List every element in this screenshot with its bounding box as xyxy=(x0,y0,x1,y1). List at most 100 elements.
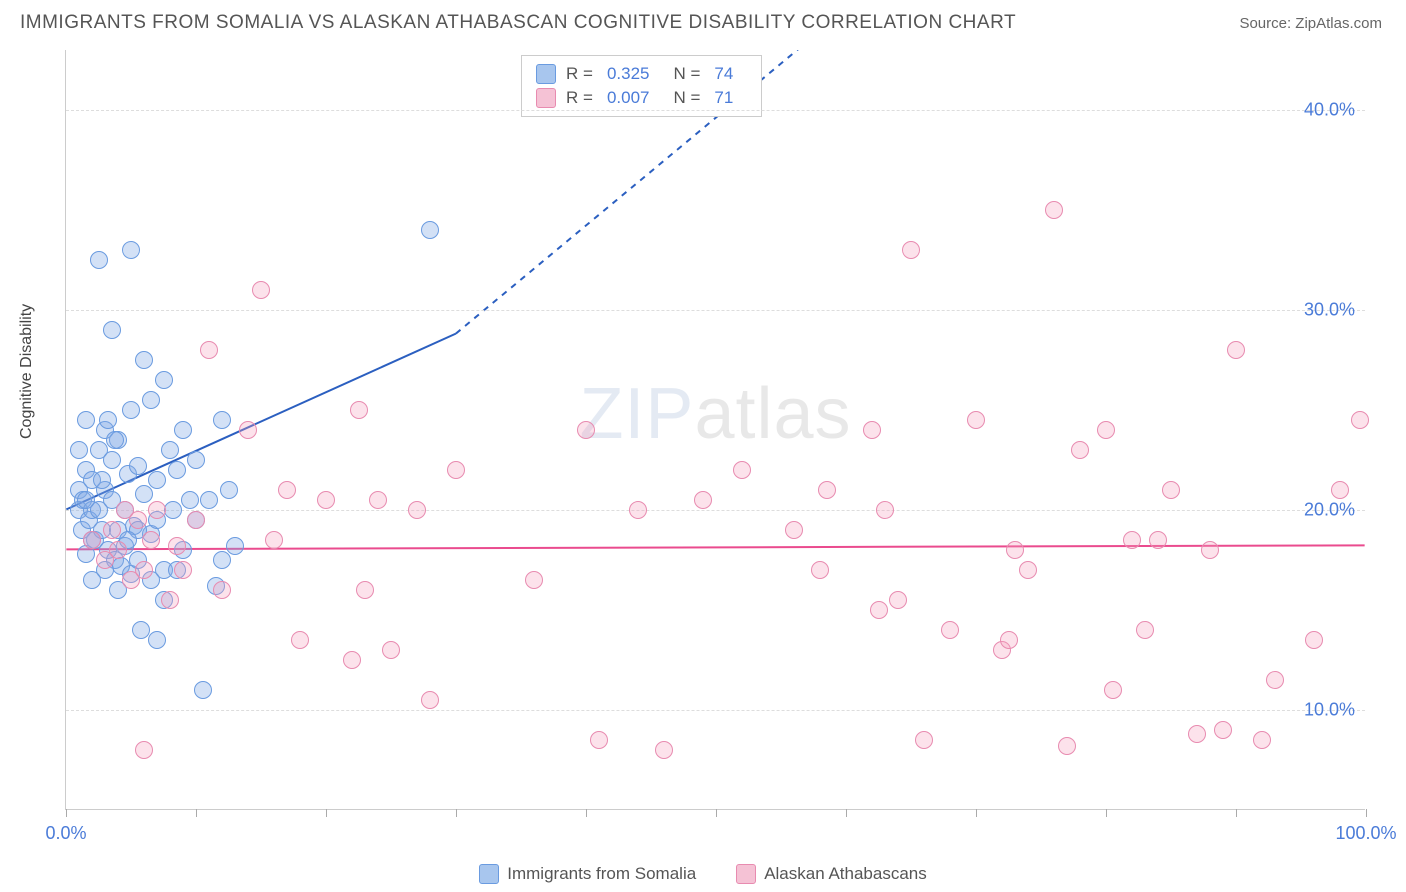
data-point-series-2 xyxy=(1123,531,1141,549)
data-point-series-2 xyxy=(83,531,101,549)
data-point-series-1 xyxy=(106,431,124,449)
data-point-series-2 xyxy=(915,731,933,749)
data-point-series-2 xyxy=(1149,531,1167,549)
data-point-series-1 xyxy=(83,571,101,589)
data-point-series-2 xyxy=(577,421,595,439)
plot-area: ZIPatlas R = 0.325 N = 74 R = 0.007 N = … xyxy=(65,50,1365,810)
bottom-legend: Immigrants from Somalia Alaskan Athabasc… xyxy=(0,864,1406,884)
data-point-series-1 xyxy=(93,471,111,489)
n-label: N = xyxy=(673,88,700,108)
data-point-series-2 xyxy=(941,621,959,639)
data-point-series-2 xyxy=(1253,731,1271,749)
swatch-series-1 xyxy=(536,64,556,84)
data-point-series-2 xyxy=(590,731,608,749)
data-point-series-2 xyxy=(1058,737,1076,755)
series-2-name: Alaskan Athabascans xyxy=(764,864,927,884)
trend-lines xyxy=(66,50,1365,809)
data-point-series-1 xyxy=(77,491,95,509)
data-point-series-1 xyxy=(168,461,186,479)
data-point-series-2 xyxy=(525,571,543,589)
data-point-series-1 xyxy=(99,411,117,429)
data-point-series-2 xyxy=(278,481,296,499)
data-point-series-2 xyxy=(1201,541,1219,559)
data-point-series-2 xyxy=(1019,561,1037,579)
data-point-series-2 xyxy=(135,741,153,759)
data-point-series-2 xyxy=(785,521,803,539)
swatch-series-2 xyxy=(536,88,556,108)
data-point-series-2 xyxy=(655,741,673,759)
data-point-series-1 xyxy=(174,421,192,439)
data-point-series-2 xyxy=(876,501,894,519)
data-point-series-2 xyxy=(863,421,881,439)
data-point-series-2 xyxy=(1188,725,1206,743)
data-point-series-1 xyxy=(213,411,231,429)
y-tick-label: 30.0% xyxy=(1304,300,1355,321)
data-point-series-2 xyxy=(369,491,387,509)
chart-container: Cognitive Disability ZIPatlas R = 0.325 … xyxy=(45,50,1385,830)
data-point-series-2 xyxy=(239,421,257,439)
data-point-series-2 xyxy=(408,501,426,519)
data-point-series-2 xyxy=(1006,541,1024,559)
r-label: R = xyxy=(566,88,593,108)
data-point-series-2 xyxy=(1331,481,1349,499)
x-tick-label: 0.0% xyxy=(45,823,86,844)
x-tick xyxy=(716,809,717,817)
data-point-series-1 xyxy=(142,391,160,409)
data-point-series-1 xyxy=(421,221,439,239)
data-point-series-1 xyxy=(161,441,179,459)
x-tick xyxy=(196,809,197,817)
x-tick xyxy=(1106,809,1107,817)
data-point-series-2 xyxy=(1000,631,1018,649)
stats-row-2: R = 0.007 N = 71 xyxy=(536,86,747,110)
x-tick xyxy=(1236,809,1237,817)
data-point-series-1 xyxy=(129,457,147,475)
data-point-series-1 xyxy=(135,485,153,503)
watermark-zip: ZIP xyxy=(579,374,694,454)
data-point-series-2 xyxy=(382,641,400,659)
data-point-series-1 xyxy=(200,491,218,509)
data-point-series-2 xyxy=(421,691,439,709)
data-point-series-1 xyxy=(122,401,140,419)
n-value-1: 74 xyxy=(714,64,733,84)
stats-legend: R = 0.325 N = 74 R = 0.007 N = 71 xyxy=(521,55,762,117)
r-value-2: 0.007 xyxy=(607,88,650,108)
x-tick-label: 100.0% xyxy=(1335,823,1396,844)
data-point-series-2 xyxy=(103,521,121,539)
data-point-series-2 xyxy=(161,591,179,609)
y-tick-label: 20.0% xyxy=(1304,500,1355,521)
chart-title: IMMIGRANTS FROM SOMALIA VS ALASKAN ATHAB… xyxy=(20,12,1016,34)
data-point-series-2 xyxy=(1305,631,1323,649)
data-point-series-2 xyxy=(148,501,166,519)
data-point-series-2 xyxy=(168,537,186,555)
stats-row-1: R = 0.325 N = 74 xyxy=(536,62,747,86)
data-point-series-2 xyxy=(694,491,712,509)
data-point-series-2 xyxy=(109,541,127,559)
data-point-series-2 xyxy=(967,411,985,429)
y-tick-label: 40.0% xyxy=(1304,100,1355,121)
x-tick xyxy=(586,809,587,817)
data-point-series-1 xyxy=(148,471,166,489)
gridline-h xyxy=(66,710,1365,711)
data-point-series-2 xyxy=(1071,441,1089,459)
data-point-series-2 xyxy=(1045,201,1063,219)
data-point-series-2 xyxy=(870,601,888,619)
data-point-series-1 xyxy=(103,321,121,339)
data-point-series-2 xyxy=(1351,411,1369,429)
data-point-series-1 xyxy=(77,411,95,429)
data-point-series-1 xyxy=(194,681,212,699)
gridline-h xyxy=(66,510,1365,511)
r-label: R = xyxy=(566,64,593,84)
data-point-series-1 xyxy=(187,451,205,469)
data-point-series-1 xyxy=(181,491,199,509)
data-point-series-2 xyxy=(447,461,465,479)
x-tick xyxy=(976,809,977,817)
data-point-series-2 xyxy=(142,531,160,549)
gridline-h xyxy=(66,110,1365,111)
data-point-series-2 xyxy=(252,281,270,299)
n-value-2: 71 xyxy=(714,88,733,108)
legend-item-2: Alaskan Athabascans xyxy=(736,864,927,884)
r-value-1: 0.325 xyxy=(607,64,650,84)
y-tick-label: 10.0% xyxy=(1304,700,1355,721)
gridline-h xyxy=(66,310,1365,311)
data-point-series-2 xyxy=(1097,421,1115,439)
